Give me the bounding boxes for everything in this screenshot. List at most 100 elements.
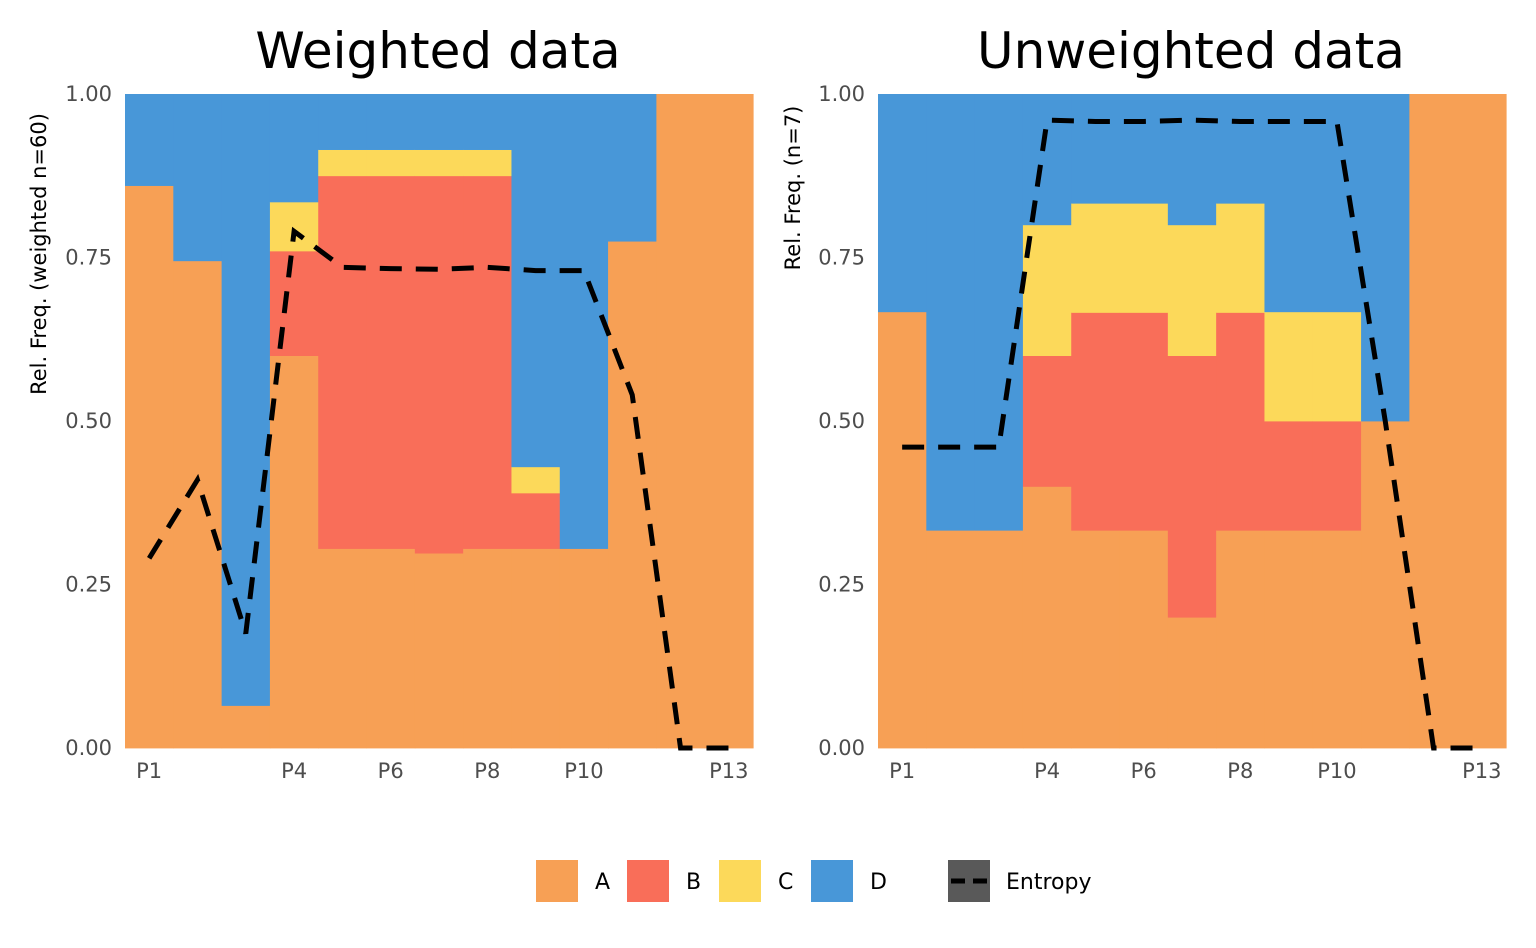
bar-a-2 bbox=[926, 530, 976, 749]
bar-b-4 bbox=[1022, 355, 1072, 487]
bar-c-8 bbox=[463, 149, 513, 177]
bar-d-6 bbox=[366, 94, 416, 150]
legend-label-b: B bbox=[686, 870, 701, 895]
bar-a-12 bbox=[656, 94, 706, 749]
x-tick-label: P4 bbox=[1034, 759, 1060, 783]
bar-b-5 bbox=[318, 175, 368, 549]
bar-d-10 bbox=[559, 94, 609, 549]
bar-a-3 bbox=[221, 705, 271, 749]
x-tick-label: P6 bbox=[378, 759, 404, 783]
bar-a-1 bbox=[125, 185, 174, 749]
weighted-x-ticks: P1 P4 P6 P8 P10 P13 bbox=[136, 759, 748, 783]
legend-key-c bbox=[719, 860, 761, 902]
legend-label-a: A bbox=[595, 870, 610, 895]
bar-a-11 bbox=[1361, 421, 1410, 749]
bar-a-4 bbox=[1022, 486, 1072, 749]
unweighted-entropy-line bbox=[902, 117, 1482, 751]
bar-d-11 bbox=[1361, 94, 1410, 422]
x-tick-label: P10 bbox=[1317, 759, 1356, 783]
bar-d-7 bbox=[1167, 94, 1217, 226]
bar-a-6 bbox=[366, 548, 416, 749]
unweighted-y-axis-label: Rel. Freq. (n=7) bbox=[781, 106, 805, 271]
bar-d-8 bbox=[1216, 94, 1266, 204]
bar-a-13 bbox=[1457, 94, 1507, 749]
bar-b-6 bbox=[366, 175, 416, 549]
unweighted-bars bbox=[878, 94, 1507, 749]
x-tick-label: P13 bbox=[709, 759, 748, 783]
bar-d-1 bbox=[878, 94, 927, 313]
bar-d-11 bbox=[608, 94, 657, 242]
x-tick-label: P4 bbox=[281, 759, 307, 783]
bar-a-12 bbox=[1409, 94, 1459, 749]
weighted-entropy-line bbox=[147, 226, 729, 751]
bar-a-1 bbox=[878, 311, 927, 749]
y-tick-label: 0.50 bbox=[818, 409, 865, 433]
y-tick-label: 1.00 bbox=[65, 82, 112, 106]
bar-b-9 bbox=[511, 492, 561, 549]
bar-d-4 bbox=[269, 94, 319, 203]
legend-label-entropy: Entropy bbox=[1006, 870, 1091, 895]
x-tick-label: P6 bbox=[1131, 759, 1157, 783]
unweighted-panel: Unweighted data Rel. Freq. (n=7) 0.00 0.2… bbox=[781, 22, 1507, 783]
legend-key-b bbox=[627, 860, 669, 902]
bar-b-8 bbox=[1216, 312, 1266, 531]
bar-c-4 bbox=[269, 201, 319, 252]
bar-d-5 bbox=[1071, 94, 1121, 204]
bar-d-5 bbox=[318, 94, 368, 150]
bar-c-9 bbox=[511, 466, 561, 494]
bar-b-9 bbox=[1264, 421, 1314, 531]
bar-c-7 bbox=[414, 149, 464, 177]
bar-b-8 bbox=[463, 175, 513, 549]
bar-b-10 bbox=[1312, 421, 1362, 531]
bar-d-7 bbox=[414, 94, 464, 150]
bar-d-8 bbox=[463, 94, 513, 150]
x-tick-label: P13 bbox=[1462, 759, 1501, 783]
legend-key-d bbox=[811, 860, 853, 902]
bar-d-3 bbox=[974, 94, 1024, 531]
x-tick-label: P1 bbox=[889, 759, 915, 783]
bar-a-3 bbox=[974, 530, 1024, 749]
bar-c-9 bbox=[1264, 311, 1314, 422]
bar-c-5 bbox=[1071, 203, 1121, 313]
legend: A B C D Entropy bbox=[536, 860, 1091, 902]
bar-a-7 bbox=[414, 553, 464, 749]
bar-a-8 bbox=[1216, 530, 1266, 749]
bar-d-2 bbox=[173, 94, 223, 262]
legend-label-c: C bbox=[778, 870, 793, 895]
bar-b-4 bbox=[269, 250, 319, 356]
bar-a-10 bbox=[559, 548, 609, 749]
legend-key-a bbox=[536, 860, 578, 902]
y-tick-label: 0.00 bbox=[65, 736, 112, 760]
y-tick-label: 0.25 bbox=[818, 573, 865, 597]
weighted-y-ticks: 0.00 0.25 0.50 0.75 1.00 bbox=[65, 82, 112, 760]
bar-d-4 bbox=[1022, 94, 1072, 226]
bar-b-6 bbox=[1119, 312, 1169, 531]
weighted-y-axis-label: Rel. Freq. (weighted n=60) bbox=[27, 113, 51, 395]
bar-a-8 bbox=[463, 548, 513, 749]
bar-c-5 bbox=[318, 149, 368, 177]
y-tick-label: 0.00 bbox=[818, 736, 865, 760]
bar-c-8 bbox=[1216, 203, 1266, 313]
bar-d-1 bbox=[125, 94, 174, 186]
bar-d-3 bbox=[221, 94, 271, 706]
bar-d-6 bbox=[1119, 94, 1169, 204]
bar-a-13 bbox=[704, 94, 754, 749]
x-tick-label: P10 bbox=[564, 759, 603, 783]
bar-a-5 bbox=[1071, 530, 1121, 749]
y-tick-label: 1.00 bbox=[818, 82, 865, 106]
bar-a-4 bbox=[269, 355, 319, 749]
bar-a-6 bbox=[1119, 530, 1169, 749]
bar-c-7 bbox=[1167, 224, 1217, 356]
bar-c-4 bbox=[1022, 224, 1072, 356]
bar-a-9 bbox=[1264, 530, 1314, 749]
weighted-chart-title: Weighted data bbox=[255, 22, 620, 80]
bar-d-9 bbox=[1264, 94, 1314, 313]
bar-b-5 bbox=[1071, 312, 1121, 531]
bar-a-9 bbox=[511, 548, 561, 749]
bar-a-5 bbox=[318, 548, 368, 749]
bar-a-10 bbox=[1312, 530, 1362, 749]
y-tick-label: 0.75 bbox=[65, 246, 112, 270]
x-tick-label: P1 bbox=[136, 759, 162, 783]
weighted-panel: Weighted data Rel. Freq. (weighted n=60)… bbox=[27, 22, 754, 783]
